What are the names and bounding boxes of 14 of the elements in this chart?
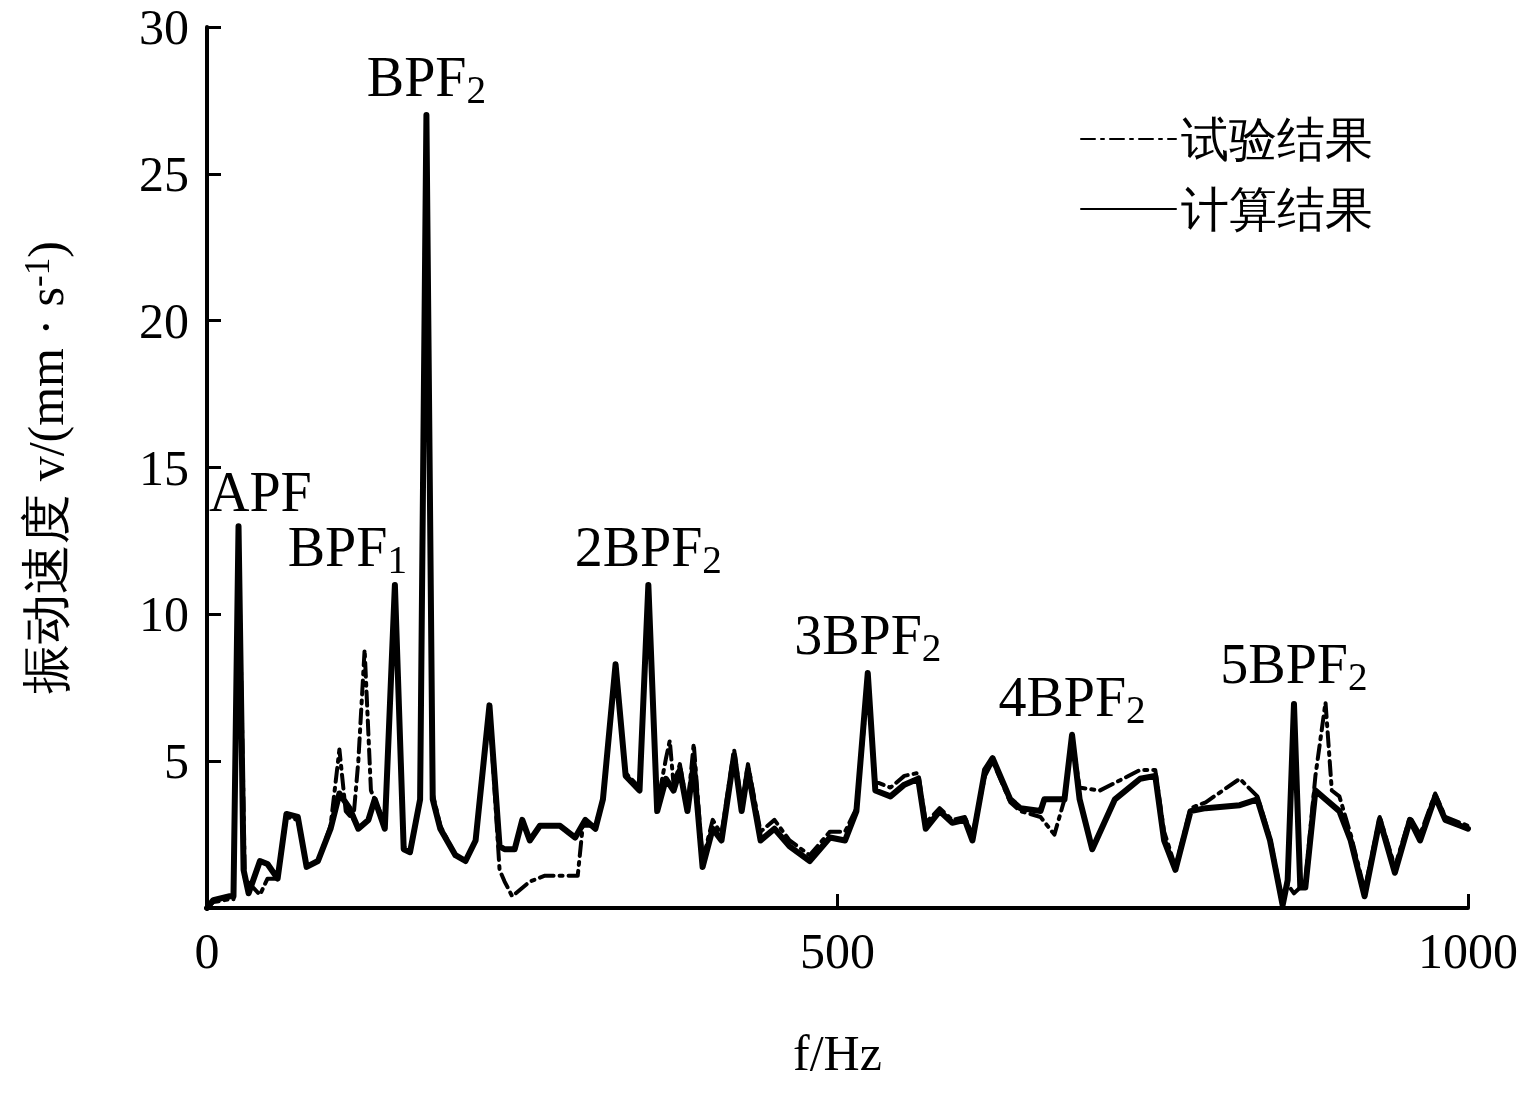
legend-label: 试验结果 bbox=[1181, 112, 1373, 166]
x-tick-label: 500 bbox=[800, 923, 875, 979]
x-axis-title: f/Hz bbox=[793, 1025, 882, 1081]
y-tick-label: 30 bbox=[139, 0, 189, 55]
y-tick-label: 5 bbox=[164, 733, 189, 790]
x-tick-label: 1000 bbox=[1418, 923, 1518, 979]
y-tick-label: 20 bbox=[139, 292, 189, 349]
y-tick-label: 15 bbox=[139, 439, 189, 496]
legend-label: 计算结果 bbox=[1181, 182, 1373, 236]
y-tick-label: 25 bbox=[139, 145, 189, 202]
y-tick-label: 10 bbox=[139, 586, 189, 643]
y-axis-title: 振动速度 v/(mm · s-1) bbox=[17, 241, 74, 694]
x-tick-label: 0 bbox=[194, 923, 220, 979]
annotation: APF bbox=[209, 461, 312, 524]
